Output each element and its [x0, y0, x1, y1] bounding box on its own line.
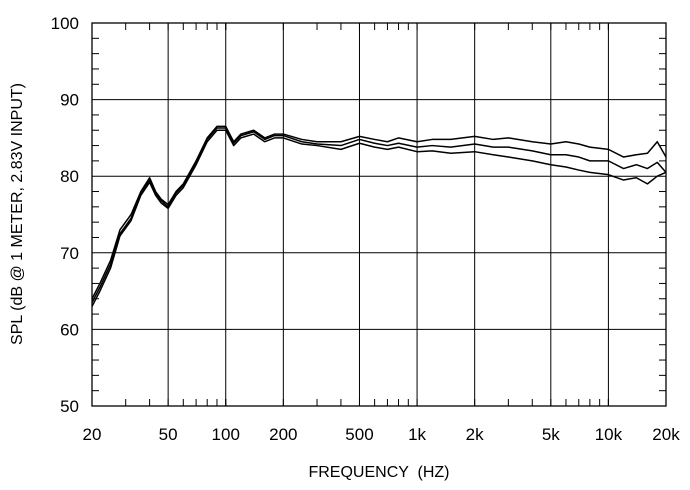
x-tick-label: 10k	[595, 425, 623, 444]
x-tick-label: 20	[83, 425, 102, 444]
x-tick-label: 500	[345, 425, 373, 444]
response-curve-3	[91, 129, 667, 307]
y-tick-label: 90	[60, 91, 79, 110]
y-axis-title: SPL (dB @ 1 METER, 2.83V INPUT)	[9, 83, 26, 345]
y-tick-label: 80	[60, 167, 79, 186]
x-tick-label: 20k	[652, 425, 680, 444]
x-tick-label: 1k	[408, 425, 426, 444]
plot-frame	[91, 22, 667, 407]
x-tick-label: 5k	[542, 425, 560, 444]
y-tick-label: 70	[60, 244, 79, 263]
x-tick-label: 50	[159, 425, 178, 444]
x-tick-label: 200	[269, 425, 297, 444]
minor-tick-marks	[92, 23, 666, 406]
x-axis-title: FREQUENCY (HZ)	[308, 464, 449, 481]
x-tick-label: 2k	[466, 425, 484, 444]
y-tick-label: 60	[60, 320, 79, 339]
series-group	[91, 125, 667, 307]
y-tick-label: 50	[60, 397, 79, 416]
x-tick-labels: 20 50 100 200 500 1k 2k 5k 10k 20k	[83, 425, 681, 444]
response-curve-2	[91, 127, 667, 303]
grid-lines	[92, 23, 666, 406]
response-curve-1	[91, 125, 667, 300]
y-tick-labels: 50 60 70 80 90 100	[51, 14, 79, 416]
x-tick-label: 100	[212, 425, 240, 444]
y-tick-label: 100	[51, 14, 79, 33]
